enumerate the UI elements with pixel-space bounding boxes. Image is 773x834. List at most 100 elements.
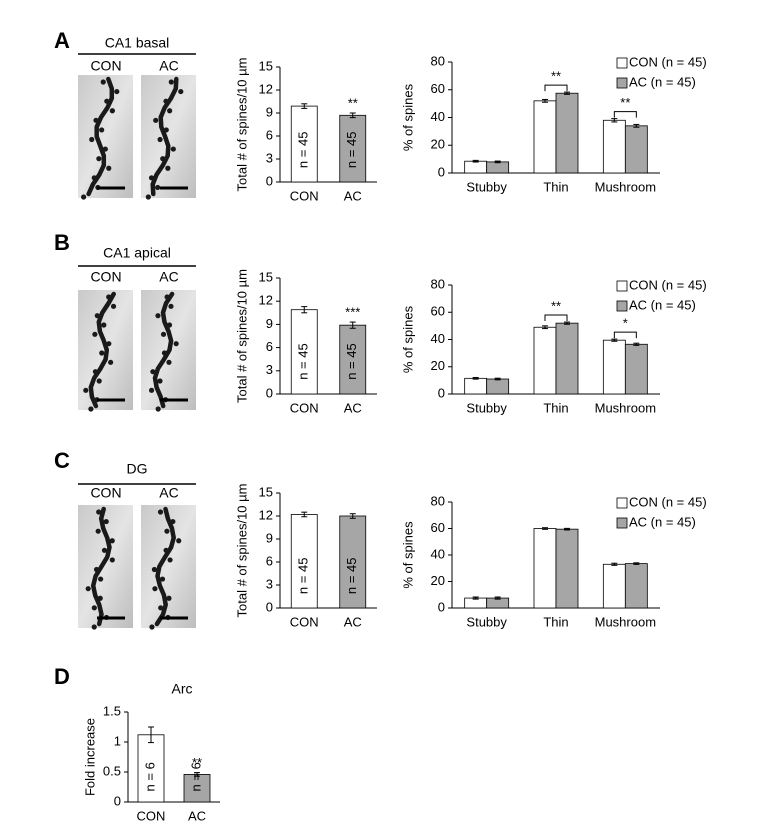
spine [108, 359, 114, 365]
spine [166, 359, 172, 365]
significance: ** [551, 298, 561, 313]
spine [170, 146, 176, 152]
y-tick-label: 0 [438, 599, 445, 614]
bar [624, 125, 648, 174]
y-axis-label: Fold increase [82, 718, 97, 796]
x-tick-label: Thin [543, 179, 568, 194]
spine [96, 509, 102, 515]
bar [533, 326, 557, 395]
y-tick-label: 0 [266, 173, 273, 188]
y-axis-label: % of spines [400, 83, 415, 151]
y-tick-label: 6 [266, 127, 273, 142]
bar [339, 515, 367, 609]
spine [99, 350, 105, 356]
legend-label: AC (n = 45) [629, 297, 696, 312]
bar [486, 161, 510, 174]
y-tick-label: 80 [431, 53, 445, 68]
significance-bracket [544, 314, 568, 322]
spine [99, 127, 105, 133]
dendrite [88, 291, 116, 409]
bar [339, 114, 367, 183]
bar-label: n = 45 [344, 558, 359, 595]
legend-swatch [616, 57, 628, 69]
spine [96, 378, 102, 384]
y-tick-label: 80 [431, 276, 445, 291]
x-tick-label: AC [344, 400, 362, 415]
bar [290, 105, 318, 183]
legend-label: AC (n = 45) [629, 74, 696, 89]
spine [176, 538, 182, 544]
spine [109, 538, 115, 544]
y-tick-label: 40 [431, 546, 445, 561]
x-tick-label: AC [344, 614, 362, 629]
dendrite [150, 76, 179, 197]
dendrite [154, 506, 177, 627]
y-tick-label: 0.5 [103, 763, 121, 778]
significance: ** [348, 95, 358, 110]
image-label: CON [90, 58, 121, 74]
y-tick-label: 15 [259, 484, 273, 499]
y-tick-label: 0 [266, 599, 273, 614]
y-tick-label: 1 [114, 733, 121, 748]
spine [159, 576, 166, 582]
spine [85, 586, 91, 592]
y-tick-label: 3 [266, 576, 273, 591]
legend-label: CON (n = 45) [629, 277, 707, 292]
bar [486, 378, 510, 395]
significance-bracket [613, 331, 637, 339]
spine [106, 165, 112, 171]
image-label: AC [159, 485, 178, 501]
x-tick-label: Mushroom [595, 400, 656, 415]
micrograph [78, 75, 133, 198]
significance: ** [551, 69, 561, 84]
x-tick-label: Thin [543, 400, 568, 415]
spine [101, 322, 107, 328]
y-tick-label: 60 [431, 520, 445, 535]
spine [109, 108, 115, 114]
bar-label: n = 45 [296, 132, 311, 169]
legend-swatch [616, 77, 628, 89]
spine [157, 136, 163, 143]
panel-letter: A [54, 28, 70, 53]
bar [464, 160, 488, 174]
spine [167, 557, 173, 563]
bar [464, 377, 488, 395]
y-tick-label: 0 [266, 385, 273, 400]
image-label: AC [159, 269, 178, 285]
spine [83, 387, 89, 393]
legend-swatch [616, 497, 628, 509]
image-label: AC [159, 58, 178, 74]
y-tick-label: 20 [431, 358, 445, 373]
spine [100, 79, 106, 85]
bar [555, 528, 579, 609]
significance: ** [620, 95, 630, 110]
spine [92, 331, 98, 337]
y-tick-label: 60 [431, 304, 445, 319]
significance-bracket [613, 111, 637, 118]
spine [81, 194, 87, 200]
significance: ** [192, 755, 202, 770]
spine [164, 528, 170, 534]
bar-label: n = 45 [344, 343, 359, 380]
spine [149, 624, 155, 630]
spine [165, 165, 171, 171]
bar [533, 528, 557, 609]
spine [98, 576, 104, 582]
x-tick-label: Stubby [466, 179, 507, 194]
spine [96, 156, 102, 162]
panel-letter: C [54, 448, 70, 473]
spine [168, 303, 174, 309]
spine [155, 406, 161, 412]
y-axis-label: % of spines [400, 521, 415, 589]
y-tick-label: 9 [266, 530, 273, 545]
y-tick-label: 60 [431, 81, 445, 96]
region-header: CA1 basal [105, 35, 170, 51]
y-tick-label: 0 [438, 385, 445, 400]
legend-swatch [616, 517, 628, 529]
dendrite [90, 506, 112, 627]
bar [555, 322, 579, 395]
bar [183, 774, 211, 803]
legend-label: CON (n = 45) [629, 494, 707, 509]
x-tick-label: Mushroom [595, 179, 656, 194]
